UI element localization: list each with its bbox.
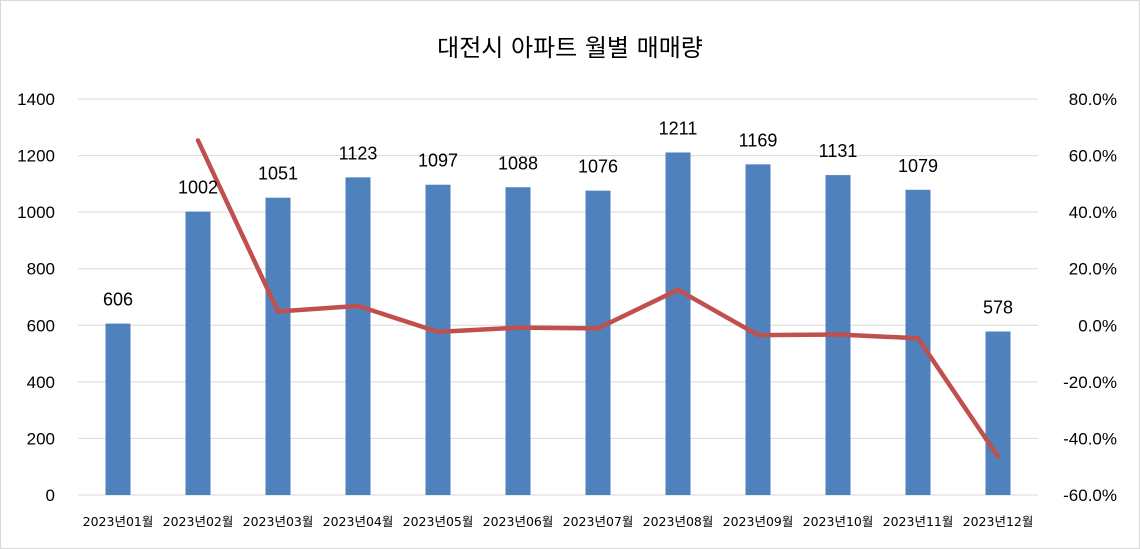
bar (345, 177, 371, 495)
bar (505, 187, 531, 495)
bar (905, 189, 931, 495)
bar-data-label: 606 (103, 290, 133, 310)
y2-tick-label: -40.0% (1063, 429, 1117, 448)
y-tick-label: 200 (27, 429, 55, 448)
bar (185, 211, 211, 495)
y-tick-label: 400 (27, 373, 55, 392)
x-tick-label: 2023년04월 (323, 514, 394, 529)
chart-title: 대전시 아파트 월별 매매량 (437, 34, 703, 62)
data-labels: 606 1002 1051 1123 1097 1088 1076 1211 1169 1131 1… (103, 118, 1013, 317)
bar-data-label: 1169 (739, 130, 778, 150)
y2-tick-label: 80.0% (1069, 90, 1117, 109)
x-tick-label: 2023년03월 (243, 514, 314, 529)
y2-tick-label: 60.0% (1069, 147, 1117, 166)
y-tick-label: 1200 (17, 147, 55, 166)
y-tick-label: 1400 (17, 90, 55, 109)
x-tick-label: 2023년05월 (403, 514, 474, 529)
y2-tick-label: -20.0% (1063, 373, 1117, 392)
bar-data-label: 1131 (819, 141, 858, 161)
bar (585, 190, 611, 495)
y-axis-right: -60.0% -40.0% -20.0% 0.0% 20.0% 40.0% 60.0% 80.… (1063, 90, 1117, 505)
bar-data-label: 578 (983, 298, 1013, 318)
y2-tick-label: 0.0% (1078, 316, 1117, 335)
y2-tick-label: -60.0% (1063, 486, 1117, 505)
bar (985, 331, 1011, 495)
bar-data-label: 1002 (178, 178, 218, 198)
x-tick-label: 2023년11월 (883, 514, 954, 529)
y2-tick-label: 40.0% (1069, 203, 1117, 222)
bar-data-label: 1051 (258, 164, 298, 184)
x-tick-label: 2023년07월 (563, 514, 634, 529)
x-tick-label: 2023년12월 (963, 514, 1034, 529)
bar (425, 184, 451, 495)
bar-data-label: 1097 (418, 151, 458, 171)
x-tick-label: 2023년10월 (803, 514, 874, 529)
x-tick-label: 2023년01월 (83, 514, 154, 529)
bar (665, 152, 691, 495)
y-tick-label: 800 (27, 260, 55, 279)
y-tick-label: 0 (46, 486, 55, 505)
y-tick-label: 600 (27, 316, 55, 335)
x-tick-label: 2023년08월 (643, 514, 714, 529)
x-tick-label: 2023년02월 (163, 514, 234, 529)
x-axis: 2023년01월 2023년02월 2023년03월 2023년04월 2023년05월… (83, 514, 1034, 529)
bar-data-label: 1088 (498, 153, 538, 173)
bar (105, 323, 131, 495)
bar-data-label: 1076 (578, 157, 618, 177)
change-rate-line (195, 138, 1001, 459)
y2-tick-label: 20.0% (1069, 260, 1117, 279)
bar-data-label: 1211 (659, 118, 698, 138)
line-series (195, 138, 1001, 459)
bar (265, 197, 291, 495)
gridlines (78, 98, 1038, 496)
x-tick-label: 2023년06월 (483, 514, 554, 529)
y-axis-left: 0 200 400 600 800 1000 1200 1400 (17, 90, 55, 505)
bar-data-label: 1079 (898, 156, 938, 176)
x-tick-label: 2023년09월 (723, 514, 794, 529)
bar-series (105, 152, 1011, 496)
bar-data-label: 1123 (339, 143, 378, 163)
y-tick-label: 1000 (17, 203, 55, 222)
